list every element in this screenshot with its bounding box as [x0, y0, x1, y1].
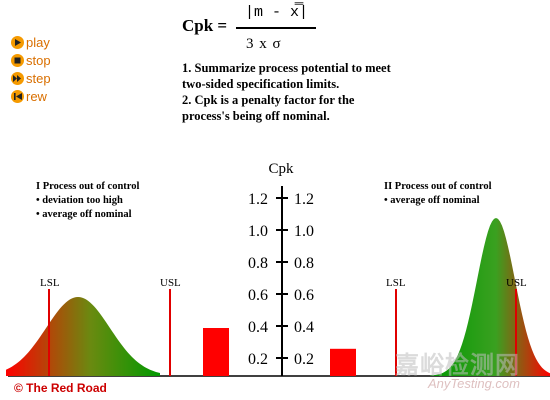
rewind-icon — [11, 90, 24, 103]
case-one-title: I Process out of control — [36, 181, 140, 192]
rewind-label: rew — [26, 89, 47, 104]
axis-tick-label-right: 0.8 — [294, 255, 314, 272]
stop-label: stop — [26, 53, 51, 68]
axis-title: Cpk — [268, 161, 294, 177]
axis-tick-label-right: 0.4 — [294, 319, 314, 336]
formula-lhs: Cpk = — [182, 16, 228, 35]
distribution-curve-right — [430, 218, 550, 376]
watermark-sub: AnyTesting.com — [427, 376, 520, 391]
distribution-curve-left — [6, 297, 160, 376]
formula-numerator: |m - x̿| — [245, 4, 309, 21]
play-label: play — [26, 35, 50, 50]
axis-tick-label-left: 0.6 — [248, 287, 268, 304]
rewind-button[interactable]: rew — [11, 89, 47, 104]
axis-tick-label-left: 0.8 — [248, 255, 268, 272]
step-button[interactable]: step — [11, 71, 51, 86]
case-two-title: II Process out of control — [384, 181, 492, 192]
axis-tick-label-right: 0.6 — [294, 287, 314, 304]
step-label: step — [26, 71, 51, 86]
stop-icon — [11, 54, 24, 67]
fraction-bar — [236, 27, 316, 29]
case-two-text: II Process out of control • average off … — [384, 180, 492, 208]
stop-button[interactable]: stop — [11, 53, 51, 68]
cpk-bar-right — [330, 348, 356, 376]
axis-tick-label-right: 1.0 — [294, 223, 314, 240]
case-one-item-2: • average off nominal — [36, 209, 132, 220]
step-icon — [11, 72, 24, 85]
watermark: 嘉峪检测网 AnyTesting.com — [395, 345, 520, 391]
cpk-bar-left — [203, 328, 229, 376]
note-2: 2. Cpk is a penalty factor for the proce… — [182, 93, 355, 123]
axis-tick-label-left: 0.4 — [248, 319, 268, 336]
case-one-item-1: • deviation too high — [36, 195, 123, 206]
case-two-item-1: • average off nominal — [384, 195, 480, 206]
formula-denominator: 3 x σ — [246, 36, 282, 52]
notes: 1. Summarize process potential to meet t… — [182, 60, 397, 124]
copyright: © The Red Road — [14, 381, 107, 395]
lsl-label-left: LSL — [40, 277, 60, 289]
axis-ticks: 1.2 1.2 1.0 1.0 0.8 0.8 0.6 0.6 0.4 0.4 0.2 0.2 — [248, 191, 314, 368]
axis-tick-label-right: 1.2 — [294, 191, 314, 208]
axis-tick-label-right: 0.2 — [294, 351, 314, 368]
axis-tick-label-left: 0.2 — [248, 351, 268, 368]
usl-label-right: USL — [506, 277, 527, 289]
note-1: 1. Summarize process potential to meet t… — [182, 61, 391, 91]
play-button[interactable]: play — [11, 35, 50, 50]
case-one-text: I Process out of control • deviation too… — [36, 180, 139, 222]
usl-label-left: USL — [160, 277, 181, 289]
axis-tick-label-left: 1.0 — [248, 223, 268, 240]
play-icon — [11, 36, 24, 49]
watermark-main: 嘉峪检测网 — [395, 351, 520, 379]
axis-tick-label-left: 1.2 — [248, 191, 268, 208]
lsl-label-right: LSL — [386, 277, 406, 289]
